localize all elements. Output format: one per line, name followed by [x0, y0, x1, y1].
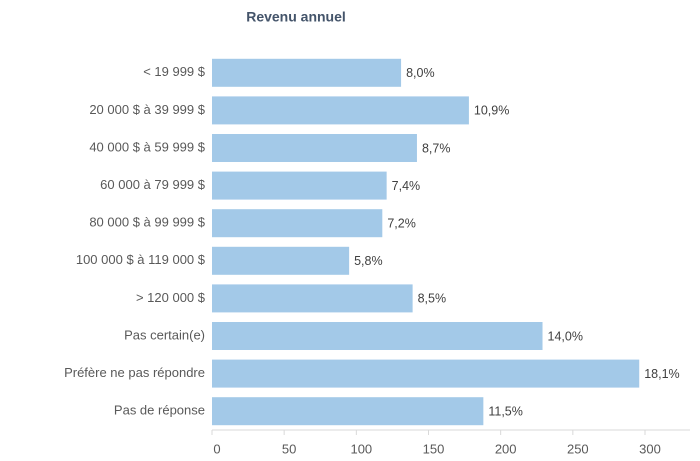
value-label: 8,5%: [418, 292, 447, 306]
value-label: 10,9%: [474, 104, 509, 118]
bar: [212, 171, 387, 200]
bar: [212, 284, 413, 313]
value-label: 7,4%: [392, 179, 421, 193]
bar: [212, 96, 469, 125]
x-tick-label: 150: [423, 441, 445, 456]
value-label: 18,1%: [644, 367, 679, 381]
chart-title: Revenu annuel: [246, 9, 346, 25]
y-tick-label: 100 000 $ à 119 000 $: [76, 252, 206, 267]
x-tick-label: 300: [639, 441, 661, 456]
y-tick-label: Préfère ne pas répondre: [64, 365, 205, 380]
value-label: 8,0%: [406, 66, 435, 80]
y-tick-label: Pas de réponse: [114, 403, 205, 418]
x-tick-label: 250: [567, 441, 589, 456]
bar: [212, 134, 417, 162]
y-tick-label: < 19 999 $: [143, 64, 206, 79]
x-tick-label: 0: [213, 441, 220, 456]
y-tick-label: 60 000 à 79 999 $: [100, 177, 206, 192]
x-tick-label: 50: [282, 441, 296, 456]
value-label: 11,5%: [488, 404, 523, 418]
bar: [212, 397, 484, 426]
bar: [212, 246, 350, 275]
bar: [212, 58, 402, 87]
value-label: 8,7%: [422, 141, 451, 155]
x-tick-label: 100: [350, 441, 372, 456]
bar: [212, 322, 543, 350]
y-tick-label: Pas certain(e): [124, 327, 205, 342]
bar: [212, 359, 640, 388]
value-label: 7,2%: [387, 216, 416, 230]
value-label: 14,0%: [548, 329, 583, 343]
y-tick-label: 80 000 $ à 99 999 $: [89, 215, 205, 230]
y-tick-label: > 120 000 $: [136, 290, 206, 305]
x-tick-label: 200: [495, 441, 517, 456]
value-label: 5,8%: [354, 254, 383, 268]
bar: [212, 209, 383, 238]
y-tick-label: 40 000 $ à 59 999 $: [89, 139, 205, 154]
y-tick-label: 20 000 $ à 39 999 $: [89, 102, 205, 117]
